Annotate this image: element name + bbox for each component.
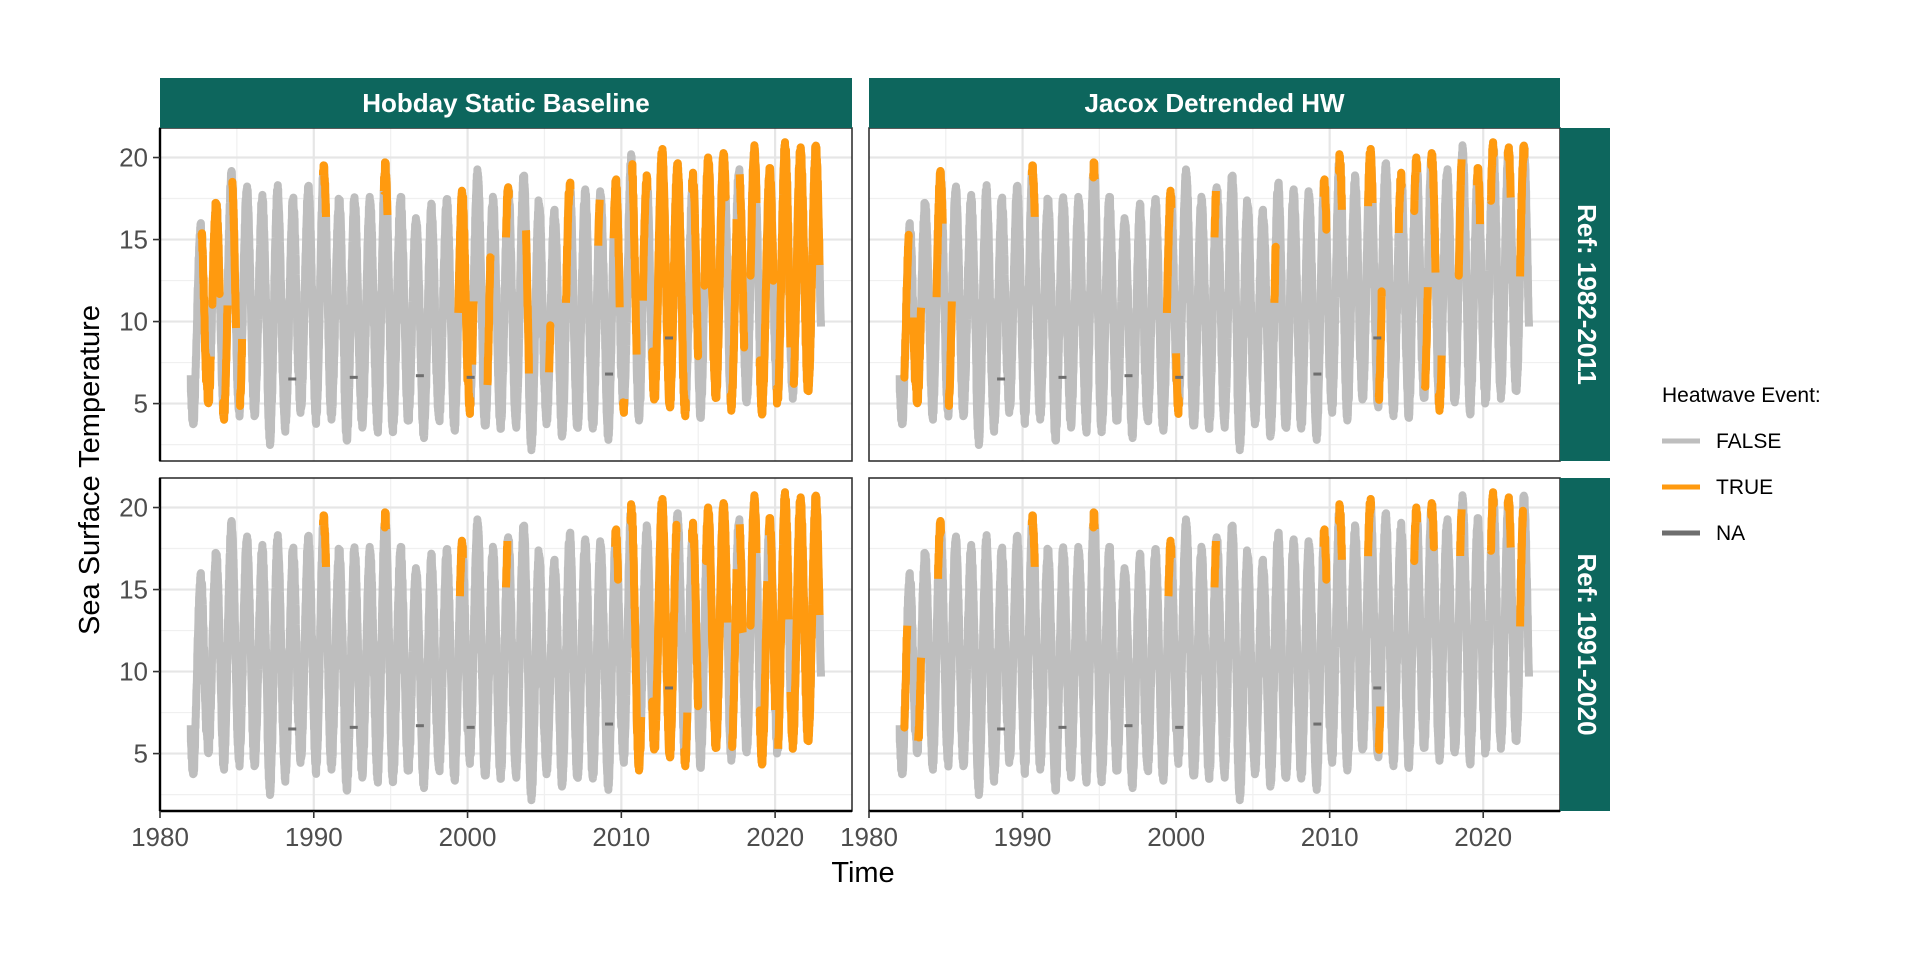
series-group (186, 488, 825, 805)
x-tick-label: 2020 (1454, 822, 1512, 852)
x-tick-label: 1980 (840, 822, 898, 852)
series-true-line (900, 488, 1527, 754)
x-axis-title: Time (831, 857, 894, 889)
facet-strip-column-label: Hobday Static Baseline (362, 88, 650, 118)
facet-strip-column-label: Jacox Detrended HW (1084, 88, 1345, 118)
series-true-line (197, 138, 824, 424)
x-tick-label: 2020 (746, 822, 804, 852)
facet-strip-row-label: Ref: 1982-2011 (1572, 204, 1602, 385)
facet-panel (868, 127, 1561, 462)
facet-strip-row-label: Ref: 1991-2020 (1572, 553, 1602, 735)
axes-layer: 5 10 15 20 5 10 15 20 1980 1990 2000 2010 2020 1980 19… (119, 143, 1512, 852)
panels-layer (158, 127, 1561, 813)
y-tick-label: 5 (134, 389, 148, 419)
x-tick-label: 2010 (1301, 822, 1359, 852)
y-tick-label: 20 (119, 143, 148, 173)
x-tick-label: 2010 (592, 822, 650, 852)
x-tick-label: 1990 (285, 822, 343, 852)
legend-title: Heatwave Event: (1662, 384, 1821, 407)
x-tick-label: 1990 (994, 822, 1052, 852)
x-tick-label: 2000 (1147, 822, 1205, 852)
facet-strip-column (869, 78, 1560, 128)
x-tick-label: 2000 (439, 822, 497, 852)
series-true-line (900, 138, 1529, 418)
y-tick-label: 10 (119, 657, 148, 687)
x-tick-label: 1980 (131, 822, 189, 852)
strips-layer: Hobday Static Baseline Jacox Detrended HW… (160, 78, 1610, 811)
facet-panel (868, 477, 1561, 813)
facet-strip-row (1560, 128, 1610, 461)
facet-panel (158, 477, 853, 813)
y-tick-label: 15 (119, 225, 148, 255)
facet-strip-column (160, 78, 852, 128)
facet-panel (158, 127, 853, 462)
y-tick-label: 5 (134, 739, 148, 769)
series-group (186, 138, 825, 455)
legend: Heatwave Event: FALSE TRUE NA (1662, 384, 1821, 545)
series-group (895, 488, 1533, 805)
y-tick-label: 10 (119, 307, 148, 337)
legend-label: FALSE (1716, 430, 1781, 453)
series-group (895, 138, 1533, 455)
y-tick-label: 15 (119, 575, 148, 605)
legend-label: NA (1716, 522, 1745, 545)
legend-label: TRUE (1716, 476, 1773, 499)
series-false-line (895, 488, 1533, 805)
y-tick-label: 20 (119, 493, 148, 523)
facet-strip-row (1560, 478, 1610, 811)
series-true-line (319, 488, 824, 775)
legend-entries: FALSE TRUE NA (1662, 430, 1781, 545)
y-axis-title: Sea Surface Temperature (74, 305, 106, 635)
